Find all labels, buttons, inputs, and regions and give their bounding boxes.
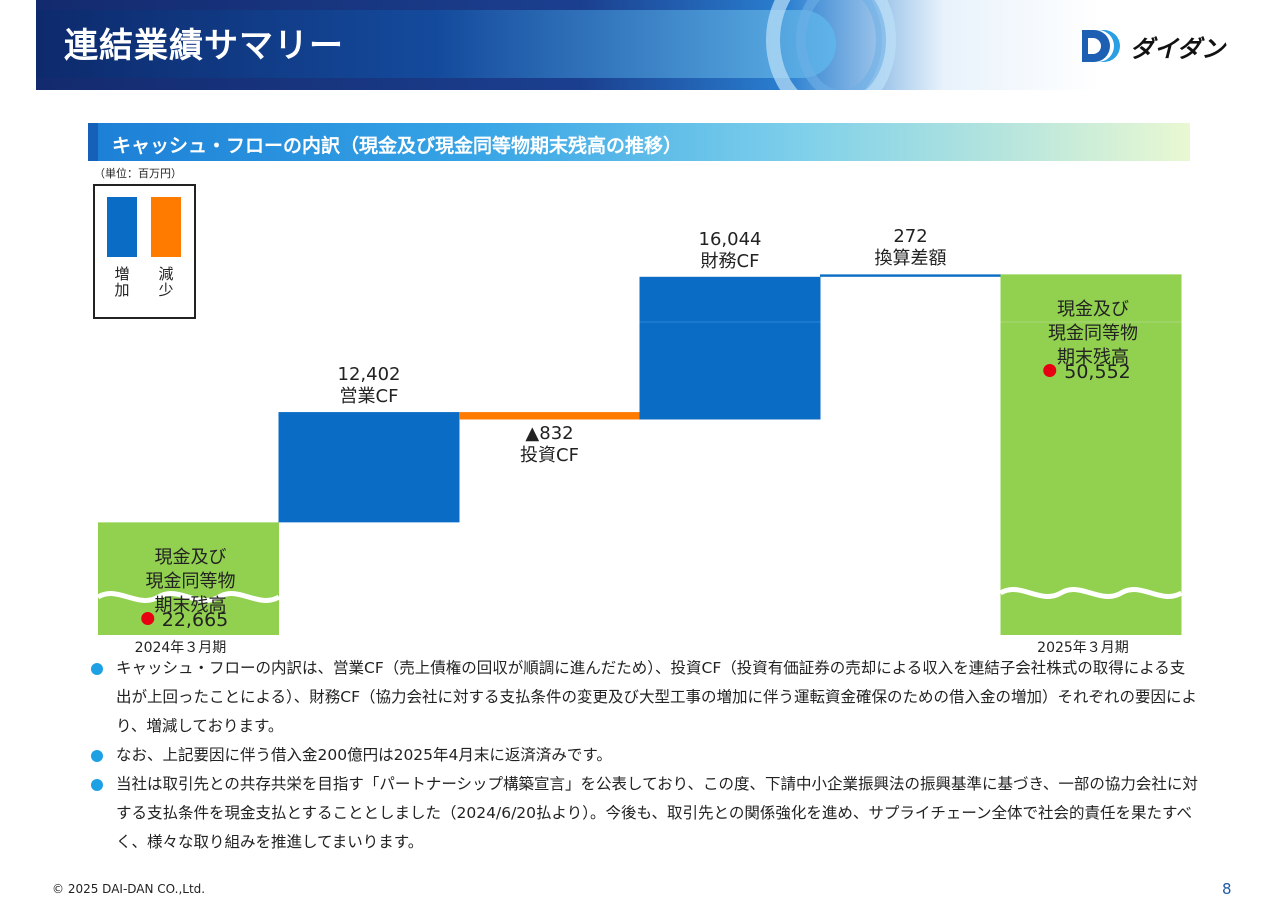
total-label-line: 現金同等物 — [145, 571, 236, 593]
bar-total — [1000, 274, 1182, 635]
notes-list: キャッシュ・フローの内訳は、営業CF（売上債権の回収が順調に進んだため）、投資C… — [88, 654, 1198, 857]
step-value: 272 — [893, 226, 928, 248]
total-label-line: 期末残高 — [1057, 347, 1129, 369]
bar-total — [98, 522, 279, 635]
total-bar-value: 22,665 — [140, 609, 229, 632]
section-header-mark — [88, 123, 98, 161]
page-title: 連結業績サマリー — [64, 26, 344, 66]
step-value: 12,402 — [337, 364, 401, 386]
highlight-dot-icon — [140, 612, 154, 626]
total-label-line: 現金及び — [1057, 299, 1129, 321]
bar-increase — [820, 274, 1001, 277]
header-decoration-arc — [796, 0, 886, 90]
highlight-dot-icon — [1043, 364, 1057, 378]
note-item: キャッシュ・フローの内訳は、営業CF（売上債権の回収が順調に進んだため）、投資C… — [88, 654, 1198, 741]
total-label-line: 期末残高 — [154, 595, 227, 617]
legend-label-increase: 増加 — [114, 265, 130, 299]
section-header-bar — [88, 123, 1190, 161]
period-label: 2024年３月期 — [134, 640, 227, 656]
step-name: 投資CF — [520, 445, 579, 467]
logo-text: ダイダン — [1130, 34, 1226, 63]
page-number: 8 — [1222, 880, 1232, 898]
axis-break-wave — [999, 587, 1183, 599]
total-label-line: 現金同等物 — [1048, 323, 1138, 345]
total-value-text: 50,552 — [1064, 361, 1131, 384]
unit-label: （単位：百万円） — [94, 167, 182, 180]
total-bar-label: 現金及び 現金同等物 期末残高 — [146, 546, 236, 618]
step-value: 16,044 — [698, 228, 762, 250]
bar-increase — [639, 276, 821, 420]
total-label-line: 現金及び — [154, 547, 227, 569]
step-label: 16,044 財務CF — [699, 229, 762, 273]
footer-copyright: © 2025 DAI-DAN CO.,Ltd. — [52, 882, 206, 896]
step-label: 12,402 営業CF — [338, 364, 401, 408]
bar-decrease — [459, 412, 640, 420]
total-value-text: 22,665 — [161, 609, 229, 632]
axis-break-wave — [96, 591, 281, 603]
legend-swatch-increase — [107, 197, 137, 257]
header-band — [36, 10, 836, 78]
legend-label-decrease: 減少 — [158, 265, 174, 299]
company-logo: ダイダン — [1080, 26, 1225, 66]
section-title: キャッシュ・フローの内訳（現金及び現金同等物期末残高の推移） — [112, 135, 683, 157]
step-name: 財務CF — [700, 250, 760, 272]
chart-legend: 増加 減少 — [93, 184, 196, 319]
logo-mark-icon — [1082, 30, 1120, 62]
step-label: 272 換算差額 — [875, 226, 947, 270]
step-name: 営業CF — [339, 386, 399, 408]
step-label: ▲832 投資CF — [520, 423, 579, 467]
step-name: 換算差額 — [874, 248, 947, 270]
legend-swatch-decrease — [151, 197, 181, 257]
total-bar-label: 現金及び 現金同等物 期末残高 — [1048, 298, 1138, 370]
note-item: なお、上記要因に伴う借入金200億円は2025年4月末に返済済みです。 — [88, 741, 1198, 770]
step-value: ▲832 — [525, 423, 574, 445]
header-banner — [36, 0, 1246, 90]
note-item: 当社は取引先との共存共栄を目指す「パートナーシップ構築宣言」を公表しており、この… — [88, 770, 1198, 857]
total-bar-value: 50,552 — [1043, 361, 1131, 384]
bar-increase — [278, 412, 460, 523]
header-decoration-arc — [766, 0, 896, 90]
period-label: 2025年３月期 — [1037, 640, 1129, 656]
